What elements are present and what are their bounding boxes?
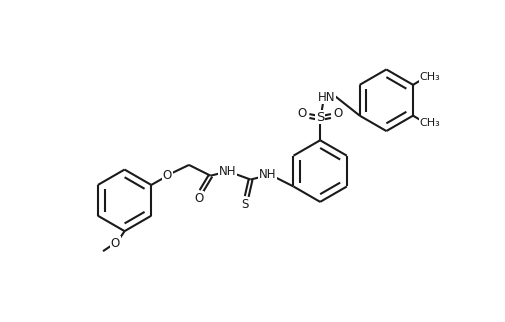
Text: NH: NH bbox=[218, 166, 236, 178]
Text: O: O bbox=[163, 169, 172, 182]
Text: O: O bbox=[194, 192, 203, 204]
Text: CH₃: CH₃ bbox=[419, 72, 439, 82]
Text: S: S bbox=[241, 198, 248, 211]
Text: O: O bbox=[297, 107, 307, 120]
Text: CH₃: CH₃ bbox=[419, 118, 439, 128]
Text: S: S bbox=[315, 111, 324, 124]
Text: HN: HN bbox=[317, 91, 334, 104]
Text: O: O bbox=[333, 107, 342, 120]
Text: NH: NH bbox=[258, 168, 276, 181]
Text: O: O bbox=[111, 237, 120, 250]
